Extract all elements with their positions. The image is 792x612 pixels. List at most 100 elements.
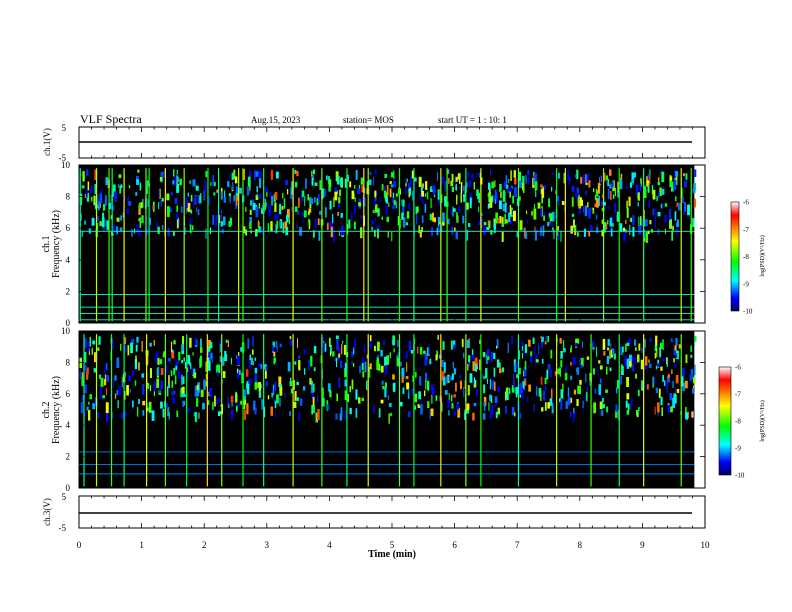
emission-cell — [121, 376, 124, 388]
emission-cell — [146, 180, 149, 186]
emission-cell — [94, 169, 97, 181]
emission-cell — [229, 174, 231, 179]
emission-cell — [676, 202, 679, 207]
emission-cell — [627, 403, 630, 410]
emission-cell — [576, 399, 579, 406]
emission-cell — [172, 397, 176, 404]
emission-cell — [654, 216, 656, 228]
emission-cell — [111, 339, 114, 351]
emission-cell — [463, 386, 465, 397]
emission-cell — [452, 340, 456, 348]
emission-cell — [624, 356, 628, 367]
emission-cell — [120, 343, 122, 351]
emission-cell — [632, 356, 634, 363]
ch1-waveform-axis-label: ch.1(V) — [42, 128, 52, 156]
emission-cell — [545, 335, 547, 342]
emission-cell — [424, 193, 427, 197]
emission-cell — [127, 345, 130, 356]
emission-cell — [271, 392, 274, 398]
emission-cell — [406, 382, 410, 390]
emission-cell — [612, 194, 615, 199]
emission-cell — [149, 217, 152, 225]
emission-cell — [138, 229, 141, 236]
emission-cell — [430, 198, 432, 209]
emission-cell — [670, 219, 672, 227]
emission-cell — [336, 175, 340, 185]
emission-cell — [541, 336, 544, 342]
emission-cell — [629, 224, 631, 235]
emission-cell — [480, 374, 483, 378]
emission-cell — [233, 170, 235, 179]
emission-cell — [483, 222, 487, 226]
emission-cell — [374, 345, 376, 352]
emission-cell — [136, 224, 139, 233]
emission-cell — [456, 194, 458, 205]
emission-cell — [447, 218, 450, 225]
emission-cell — [328, 337, 331, 347]
emission-cell — [511, 335, 513, 345]
emission-cell — [408, 340, 411, 352]
emission-cell — [489, 410, 492, 419]
emission-cell — [81, 231, 83, 237]
emission-cell — [206, 357, 210, 364]
emission-cell — [632, 215, 635, 225]
emission-cell — [368, 179, 372, 186]
emission-cell — [240, 347, 243, 352]
emission-cell — [139, 182, 142, 191]
emission-cell — [405, 179, 407, 187]
emission-cell — [514, 412, 516, 417]
emission-cell — [556, 195, 559, 202]
emission-cell — [630, 183, 632, 188]
emission-cell — [409, 187, 412, 196]
emission-cell — [578, 385, 581, 395]
emission-cell — [471, 354, 475, 360]
emission-cell — [556, 226, 560, 232]
emission-cell — [313, 367, 316, 372]
emission-cell — [187, 203, 191, 213]
emission-cell — [528, 339, 531, 347]
emission-cell — [685, 354, 688, 363]
emission-cell — [501, 231, 504, 242]
emission-cell — [489, 394, 492, 402]
emission-cell — [693, 376, 696, 384]
emission-cell — [157, 357, 160, 365]
emission-cell — [309, 378, 312, 385]
emission-cell — [282, 222, 285, 234]
emission-cell — [225, 339, 228, 343]
emission-cell — [612, 223, 614, 227]
emission-cell — [317, 409, 320, 420]
emission-cell — [195, 196, 198, 203]
emission-cell — [255, 206, 259, 218]
ch1-colorbar-tick-labels: -6-7-8-9-10 — [743, 199, 753, 316]
emission-cell — [478, 221, 481, 226]
colorbar-tick-label: -9 — [743, 280, 749, 288]
emission-cell — [124, 195, 126, 203]
emission-cell — [505, 405, 508, 414]
emission-cell — [192, 352, 194, 356]
emission-cell — [386, 216, 389, 223]
emission-cell — [266, 189, 268, 197]
emission-cell — [360, 227, 363, 239]
emission-cell — [303, 210, 307, 218]
emission-cell — [674, 170, 677, 178]
emission-cell — [675, 171, 678, 177]
emission-cell — [548, 213, 550, 217]
emission-cell — [335, 335, 339, 339]
emission-cell — [456, 403, 459, 409]
emission-cell — [377, 341, 380, 352]
emission-cell — [567, 170, 569, 180]
emission-cell — [141, 373, 145, 378]
emission-cell — [675, 375, 679, 384]
emission-cell — [455, 176, 458, 182]
emission-cell — [638, 407, 640, 412]
time-tick-labels: 0 1 2 3 4 5 6 7 8 9 10 — [77, 540, 710, 550]
emission-cell — [364, 188, 366, 194]
emission-cell — [408, 411, 411, 418]
emission-cell — [673, 346, 676, 355]
emission-cell — [258, 388, 262, 398]
emission-cell — [374, 190, 377, 201]
emission-cell — [272, 345, 274, 351]
emission-cell — [273, 351, 276, 357]
emission-cell — [490, 230, 493, 235]
